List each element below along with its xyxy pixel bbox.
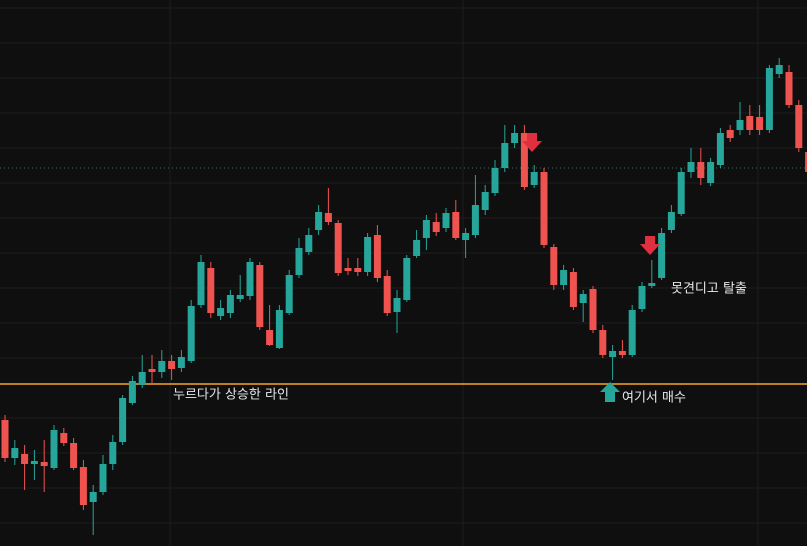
candle-body — [501, 143, 509, 168]
candle-body — [256, 265, 264, 327]
candle-body — [716, 133, 724, 165]
candle-body — [119, 398, 127, 442]
candle-body — [491, 168, 499, 193]
candle-body — [697, 162, 705, 178]
sell-arrow — [640, 236, 660, 255]
candle-body — [285, 275, 293, 313]
candle-body — [50, 430, 58, 468]
candle-body — [677, 172, 685, 214]
candle-body — [40, 462, 48, 466]
candle-body — [393, 298, 401, 312]
candle-body — [609, 351, 617, 357]
candle-body — [109, 442, 117, 464]
candle-body — [413, 240, 421, 256]
candles — [1, 58, 807, 535]
candle-body — [628, 310, 636, 355]
candle-body — [266, 330, 274, 345]
candle-body — [21, 454, 29, 464]
candle-body — [305, 235, 313, 252]
candle-body — [422, 220, 430, 238]
candle-body — [599, 330, 607, 355]
candle-body — [275, 310, 283, 348]
candle-body — [638, 286, 646, 309]
candle-body — [226, 295, 234, 313]
candle-body — [315, 212, 323, 230]
buy-arrow — [600, 382, 620, 402]
candle-body — [60, 433, 68, 443]
candle-body — [99, 464, 107, 492]
candle-body — [1, 420, 9, 458]
candle-body — [148, 369, 156, 372]
candle-body — [785, 72, 793, 105]
candle-body — [432, 222, 440, 232]
candle-body — [765, 68, 773, 130]
candle-body — [775, 65, 783, 74]
candle-body — [805, 152, 807, 172]
candle-body — [589, 289, 597, 330]
candle-body — [334, 223, 342, 273]
candle-body — [658, 233, 666, 278]
candle-body — [217, 308, 225, 316]
candle-body — [550, 247, 558, 285]
candle-body — [354, 268, 362, 272]
candle-body — [648, 283, 656, 286]
candle-body — [540, 172, 548, 245]
candle-body — [89, 492, 97, 502]
candle-body — [520, 133, 528, 187]
candle-body — [795, 105, 803, 148]
candle-body — [295, 248, 303, 275]
candle-body — [569, 272, 577, 307]
candle-body — [236, 295, 244, 299]
candle-body — [344, 268, 352, 271]
candle-body — [726, 130, 734, 138]
annotation: 누르다가 상승한 라인 — [173, 388, 289, 403]
candle-body — [462, 233, 470, 240]
annotation: 못견디고 탈출 — [671, 282, 747, 297]
candle-body — [30, 461, 38, 464]
candle-body — [138, 372, 146, 385]
candle-body — [364, 237, 372, 272]
candle-body — [177, 357, 185, 368]
candle-body — [11, 448, 19, 458]
candle-body — [560, 270, 568, 285]
candle-body — [187, 306, 195, 361]
annotation: 여기서 매수 — [622, 391, 686, 406]
candle-body — [736, 120, 744, 130]
candle-body — [383, 276, 391, 313]
candle-body — [207, 268, 215, 313]
candle-body — [746, 116, 754, 130]
candle-body — [403, 258, 411, 300]
candle-body — [481, 192, 489, 210]
candle-body — [246, 262, 254, 296]
candle-body — [756, 117, 764, 130]
candle-body — [70, 443, 78, 468]
candle-body — [687, 162, 695, 172]
candle-body — [373, 235, 381, 278]
signal-arrows — [522, 133, 660, 402]
candle-body — [530, 172, 538, 185]
candle-body — [158, 361, 166, 372]
candle-body — [197, 262, 205, 305]
candle-body — [452, 212, 460, 238]
candle-body — [618, 351, 626, 355]
candle-body — [128, 381, 136, 403]
candle-body — [511, 133, 519, 143]
candle-body — [707, 162, 715, 183]
candle-body — [168, 361, 176, 369]
candle-body — [471, 205, 479, 235]
candle-body — [442, 213, 450, 228]
candle-body — [667, 212, 675, 230]
candle-body — [324, 213, 332, 222]
candle-body — [79, 467, 87, 505]
sell-arrow — [522, 133, 542, 152]
candle-body — [579, 294, 587, 303]
